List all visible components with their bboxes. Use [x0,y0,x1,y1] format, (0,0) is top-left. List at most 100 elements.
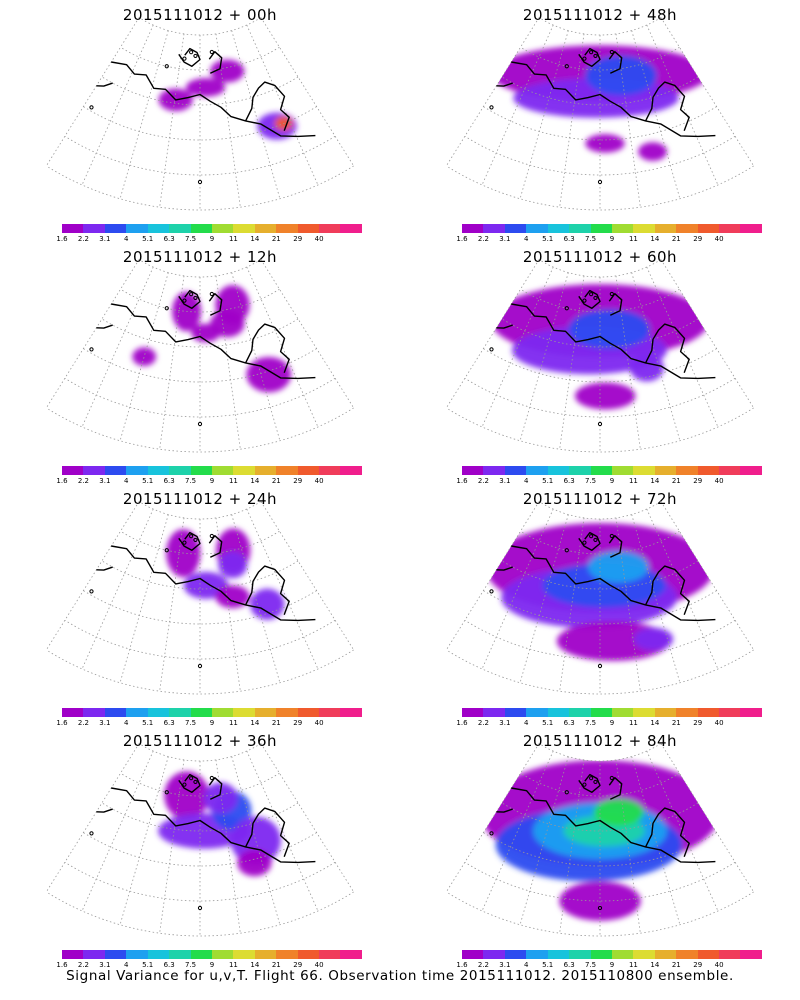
colorbar-swatch [504,224,527,233]
colorbar-swatch [211,950,234,959]
colorbar-tick-label: 4 [124,235,129,243]
coastline-segment [208,293,223,316]
colorbar-swatch [547,224,570,233]
variance-contour [203,782,238,814]
colorbar-tick-label: 4 [524,235,529,243]
longitude-line [231,30,281,199]
colorbar-tick-label: 3.1 [499,477,511,485]
coastline-segment [244,81,290,132]
longitude-line [559,759,585,934]
polar-map [45,17,355,211]
colorbar-tick-label: 21 [671,961,681,969]
graticule [45,501,355,695]
island-outline [193,537,198,543]
colorbar: 1.6 2.2 3.1 4 5.1 6.3 7.5 9 11 14 21 29 40 [56,708,362,728]
coastline [489,531,716,669]
variance-contour [574,382,636,410]
colorbar-tick-label: 1.6 [56,235,68,243]
colorbar-tick-label: 3.1 [99,477,111,485]
colorbar-tick-label: 11 [228,719,238,727]
longitude-line [246,508,319,670]
coastline-segment [496,808,513,813]
colorbar-swatch [254,950,277,959]
colorbar-swatch [126,224,148,233]
colorbar-swatch [633,950,655,959]
panel-title: 2015111012 + 36h [122,732,278,750]
map-panel: 2015111012 + 36h 1.6 2.2 3.1 4 5.1 6.3 7.5 9 11 14… [0,726,400,970]
island-outline [164,64,169,69]
longitude-line [646,508,719,670]
coastline-segment [208,777,223,800]
colorbar-swatch [169,224,191,233]
colorbar-swatch [547,708,570,717]
coastline [89,773,316,911]
colorbar-swatch [676,950,698,959]
colorbar-swatch [740,950,762,959]
coastline-segment [111,787,316,864]
colorbar-tick-label: 4 [124,961,129,969]
colorbar-swatch [190,224,212,233]
colorbar-tick-label: 9 [609,477,615,485]
colorbar: 1.6 2.2 3.1 4 5.1 6.3 7.5 9 11 14 21 29 40 [56,950,362,970]
colorbar-tick-label: 14 [250,235,260,243]
island-outline [597,421,603,427]
colorbar-swatch [147,466,170,475]
colorbar-tick-label: 40 [314,235,324,243]
longitude-line [660,17,755,167]
colorbar-tick-label: 21 [271,235,281,243]
colorbar-swatch [611,950,634,959]
colorbar-tick-label: 1.6 [456,235,468,243]
panel-title: 2015111012 + 48h [522,6,678,24]
variance-contour [593,798,644,826]
colorbar-tick-label: 14 [250,719,260,727]
coastline-segment [244,565,290,616]
latitude-line [520,288,680,313]
polar-map [445,17,755,211]
longitude-line [559,275,585,450]
colorbar-swatch [147,708,170,717]
longitude-line [660,501,755,651]
island-outline [609,49,614,55]
island-outline [209,775,214,781]
longitude-line [81,508,154,670]
colorbar-swatch [462,708,484,717]
latitude-line [46,407,354,453]
colorbar-tick-label: 7.5 [184,961,197,969]
colorbar-swatch [233,224,255,233]
longitude-line [215,33,241,208]
longitude-line [519,756,569,925]
colorbar-swatch [526,466,548,475]
island-outline [189,534,194,539]
colorbar-tick-label: 1.6 [56,719,68,727]
map-panel: 2015111012 + 12h 1.6 2.2 3.1 4 5.1 6.3 7.5 9 11 14… [0,242,400,485]
coastline-segment [644,323,690,374]
graticule [45,259,355,453]
colorbar-tick-label: 14 [650,477,660,485]
longitude-line [231,756,281,925]
colorbar-swatch [340,708,362,717]
colorbar-swatch [126,466,148,475]
colorbar-swatch [697,224,720,233]
longitude-line [260,259,355,409]
longitude-line [159,517,185,692]
latitude-line [446,165,754,211]
colorbar-swatch [462,466,484,475]
colorbar-tick-label: 4 [124,719,129,727]
colorbar-tick-label: 2.2 [77,235,89,243]
colorbar-tick-label: 6.3 [163,477,175,485]
island-outline [189,292,194,297]
colorbar-swatch [719,224,741,233]
longitude-line [159,275,185,450]
variance-contour [132,347,157,366]
longitude-line [481,508,554,670]
colorbar-swatch [611,466,634,475]
colorbar-tick-label: 11 [628,235,638,243]
colorbar-swatch [104,224,127,233]
colorbar-tick-label: 7.5 [584,719,597,727]
island-outline [593,53,598,59]
colorbar-swatch [340,466,362,475]
colorbar-swatch [319,224,341,233]
coastline-segment [178,289,201,309]
colorbar-swatch [526,950,548,959]
island-outline [89,105,94,110]
